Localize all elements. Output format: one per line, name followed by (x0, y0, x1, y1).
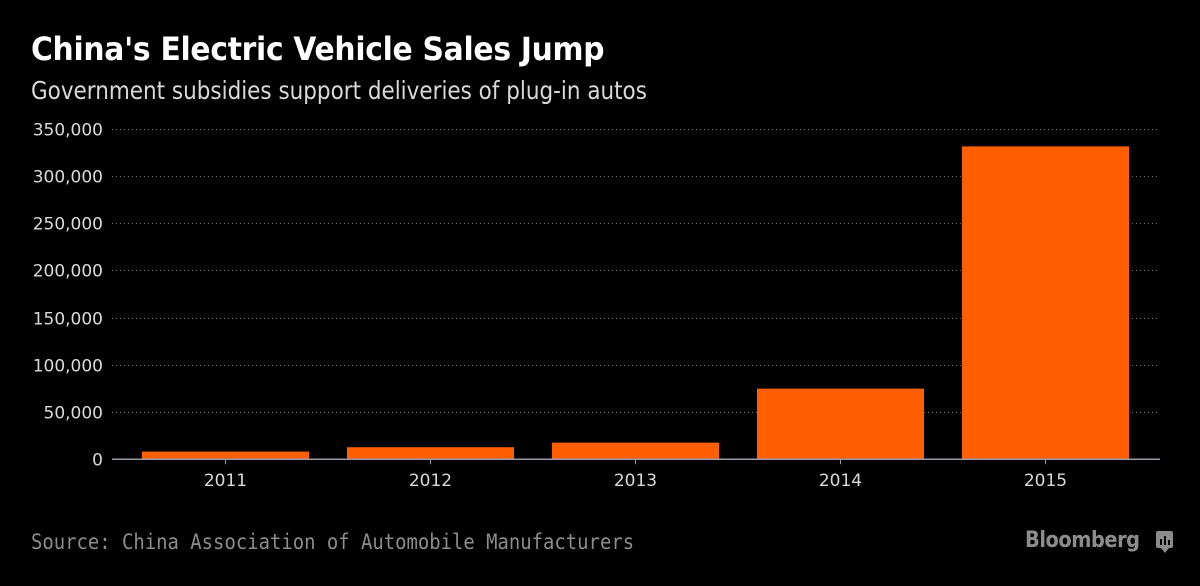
bloomberg-logo: Bloomberg (1025, 528, 1140, 553)
bar-2011 (142, 451, 309, 460)
x-tick-label: 2013 (614, 471, 657, 491)
bloomberg-chart-icon (1156, 531, 1173, 553)
gridlines (112, 129, 1160, 413)
bar-2014 (757, 388, 924, 460)
y-tick-label: 100,000 (33, 357, 103, 377)
x-tick-label: 2014 (819, 471, 862, 491)
y-tick-label: 200,000 (33, 262, 103, 282)
y-tick-label: 350,000 (33, 121, 103, 141)
bar-2012 (347, 447, 514, 460)
x-tick-label: 2012 (409, 471, 452, 491)
bar-2013 (552, 442, 719, 460)
chart-subtitle: Government subsidies support deliveries … (31, 76, 647, 105)
y-tick-label: 50,000 (44, 404, 103, 424)
y-tick-label: 150,000 (33, 310, 103, 330)
x-tick-label: 2011 (204, 471, 247, 491)
source-note: Source: China Association of Automobile … (31, 530, 635, 554)
x-axis-ticks: 2011 2012 2013 2014 2015 (204, 471, 1067, 491)
bar-2015 (962, 146, 1129, 460)
bars (142, 146, 1129, 460)
y-tick-label: 300,000 (33, 168, 103, 188)
x-tick-label: 2015 (1024, 471, 1067, 491)
y-tick-label: 250,000 (33, 215, 103, 235)
x-axis (112, 458, 1160, 465)
y-tick-label: 0 (92, 451, 103, 471)
y-axis-ticks: 0 50,000 100,000 150,000 200,000 250,000 300,0… (33, 121, 103, 471)
chart-title: China's Electric Vehicle Sales Jump (31, 30, 605, 68)
